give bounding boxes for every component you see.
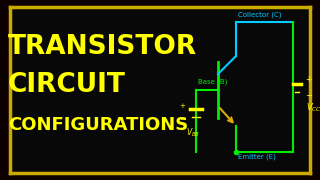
Text: Base (B): Base (B) <box>198 78 228 85</box>
Text: $V_{CC}$: $V_{CC}$ <box>306 102 320 114</box>
Text: Collector (C): Collector (C) <box>238 12 282 18</box>
Text: CONFIGURATIONS: CONFIGURATIONS <box>8 116 188 134</box>
Text: TRANSISTOR: TRANSISTOR <box>8 34 197 60</box>
Text: $V_{BB}$: $V_{BB}$ <box>186 127 200 139</box>
Text: −: − <box>179 116 185 125</box>
Text: −: − <box>305 91 312 100</box>
Text: +: + <box>179 103 185 109</box>
Text: Emitter (E): Emitter (E) <box>238 154 276 160</box>
Text: +: + <box>305 75 311 84</box>
Text: CIRCUIT: CIRCUIT <box>8 72 126 98</box>
